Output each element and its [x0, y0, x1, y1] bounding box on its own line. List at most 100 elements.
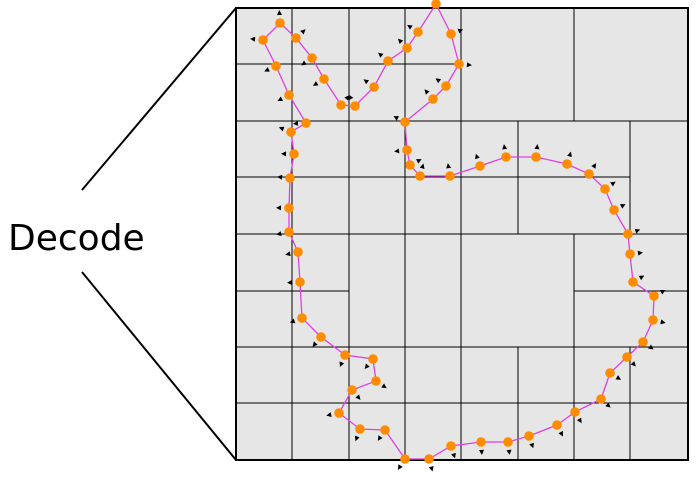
normal-arrow [397, 38, 404, 44]
normal-arrow [285, 251, 291, 257]
normal-arrow [424, 89, 430, 95]
normal-arrow [278, 126, 285, 132]
normal-arrow [277, 174, 283, 180]
contour-point [475, 161, 485, 171]
contour-point [369, 82, 379, 92]
contour-point [638, 337, 648, 347]
normal-arrow [428, 466, 434, 472]
normal-arrow [363, 79, 370, 85]
contour-point [402, 43, 412, 53]
contour-point [605, 368, 615, 378]
contour-point [400, 454, 410, 464]
contour-point [623, 229, 633, 239]
normal-arrow [605, 402, 611, 408]
contour-point [285, 173, 295, 183]
contour-point [531, 152, 541, 162]
normal-arrow [312, 81, 319, 86]
normal-arrow [659, 289, 666, 295]
normal-arrow [287, 279, 293, 285]
contour-point [476, 437, 486, 447]
normal-arrow [610, 181, 616, 187]
normal-arrow [397, 464, 403, 470]
normal-arrow [634, 228, 641, 234]
contour-point [289, 149, 299, 159]
contour-point [258, 35, 268, 45]
contour-point [371, 376, 381, 386]
normal-arrow [277, 10, 283, 16]
contour-point [446, 29, 456, 39]
contour-point [334, 408, 344, 418]
normal-arrow [446, 163, 452, 169]
contour-point [297, 313, 307, 323]
normal-arrow [277, 96, 284, 102]
contour-point [347, 385, 357, 395]
normal-arrow [534, 144, 540, 150]
normal-arrow [301, 60, 307, 66]
contour-point [649, 291, 659, 301]
normal-arrow [529, 442, 534, 449]
normal-arrow [250, 36, 256, 42]
normal-arrow [630, 361, 636, 367]
contour-point [428, 94, 438, 104]
contour-point [286, 127, 296, 137]
normal-arrow [407, 24, 413, 30]
normal-arrow [276, 231, 282, 237]
normal-arrow [466, 62, 472, 68]
contour-point [441, 81, 451, 91]
normal-arrow [576, 417, 582, 424]
contour-point [368, 354, 378, 364]
contour-point [405, 160, 415, 170]
normal-arrow [300, 29, 306, 35]
normal-arrow [558, 430, 564, 437]
normal-arrows [250, 10, 666, 472]
contour-point [625, 249, 635, 259]
contour-point [319, 74, 329, 84]
contour-point [552, 420, 562, 430]
quadtree-grid [236, 8, 688, 460]
normal-arrow [293, 120, 299, 126]
contour-point [275, 18, 285, 28]
normal-arrow [394, 148, 400, 154]
contour-point [609, 205, 619, 215]
contour-point [570, 407, 580, 417]
contour-point [584, 169, 594, 179]
normal-arrow [479, 449, 485, 455]
contour-point [503, 437, 513, 447]
normal-arrow [591, 163, 597, 169]
normal-arrow [289, 318, 296, 324]
normal-arrow [567, 151, 572, 158]
normal-arrow [619, 204, 626, 209]
contour-point [400, 117, 410, 127]
normal-arrow [326, 412, 332, 418]
contour-point [380, 425, 390, 435]
contour-point [524, 431, 534, 441]
contour-points [258, 0, 659, 464]
contour-point [291, 33, 301, 43]
contour-point [445, 171, 455, 181]
decode-label: Decode [8, 218, 145, 259]
normal-arrow [660, 319, 666, 325]
contour-point [340, 350, 350, 360]
contour-point [454, 59, 464, 69]
contour-point [648, 315, 658, 325]
contour-point [295, 277, 305, 287]
normal-arrow [648, 344, 654, 350]
normal-arrow [355, 394, 361, 400]
contour-point [562, 159, 572, 169]
normal-arrow [354, 435, 360, 442]
normal-arrow [348, 94, 354, 101]
contour-point [293, 247, 303, 257]
contour-point [424, 454, 434, 464]
contour-point [413, 27, 423, 37]
contour-point [355, 424, 365, 434]
contour-point [596, 394, 606, 404]
normal-arrow [457, 28, 464, 34]
normal-arrow [506, 449, 512, 455]
contour-point [271, 61, 281, 71]
contour-point [622, 352, 632, 362]
normal-arrow [344, 95, 350, 101]
normal-arrow [615, 375, 622, 380]
normal-arrow [264, 67, 270, 72]
contour-point [628, 277, 638, 287]
